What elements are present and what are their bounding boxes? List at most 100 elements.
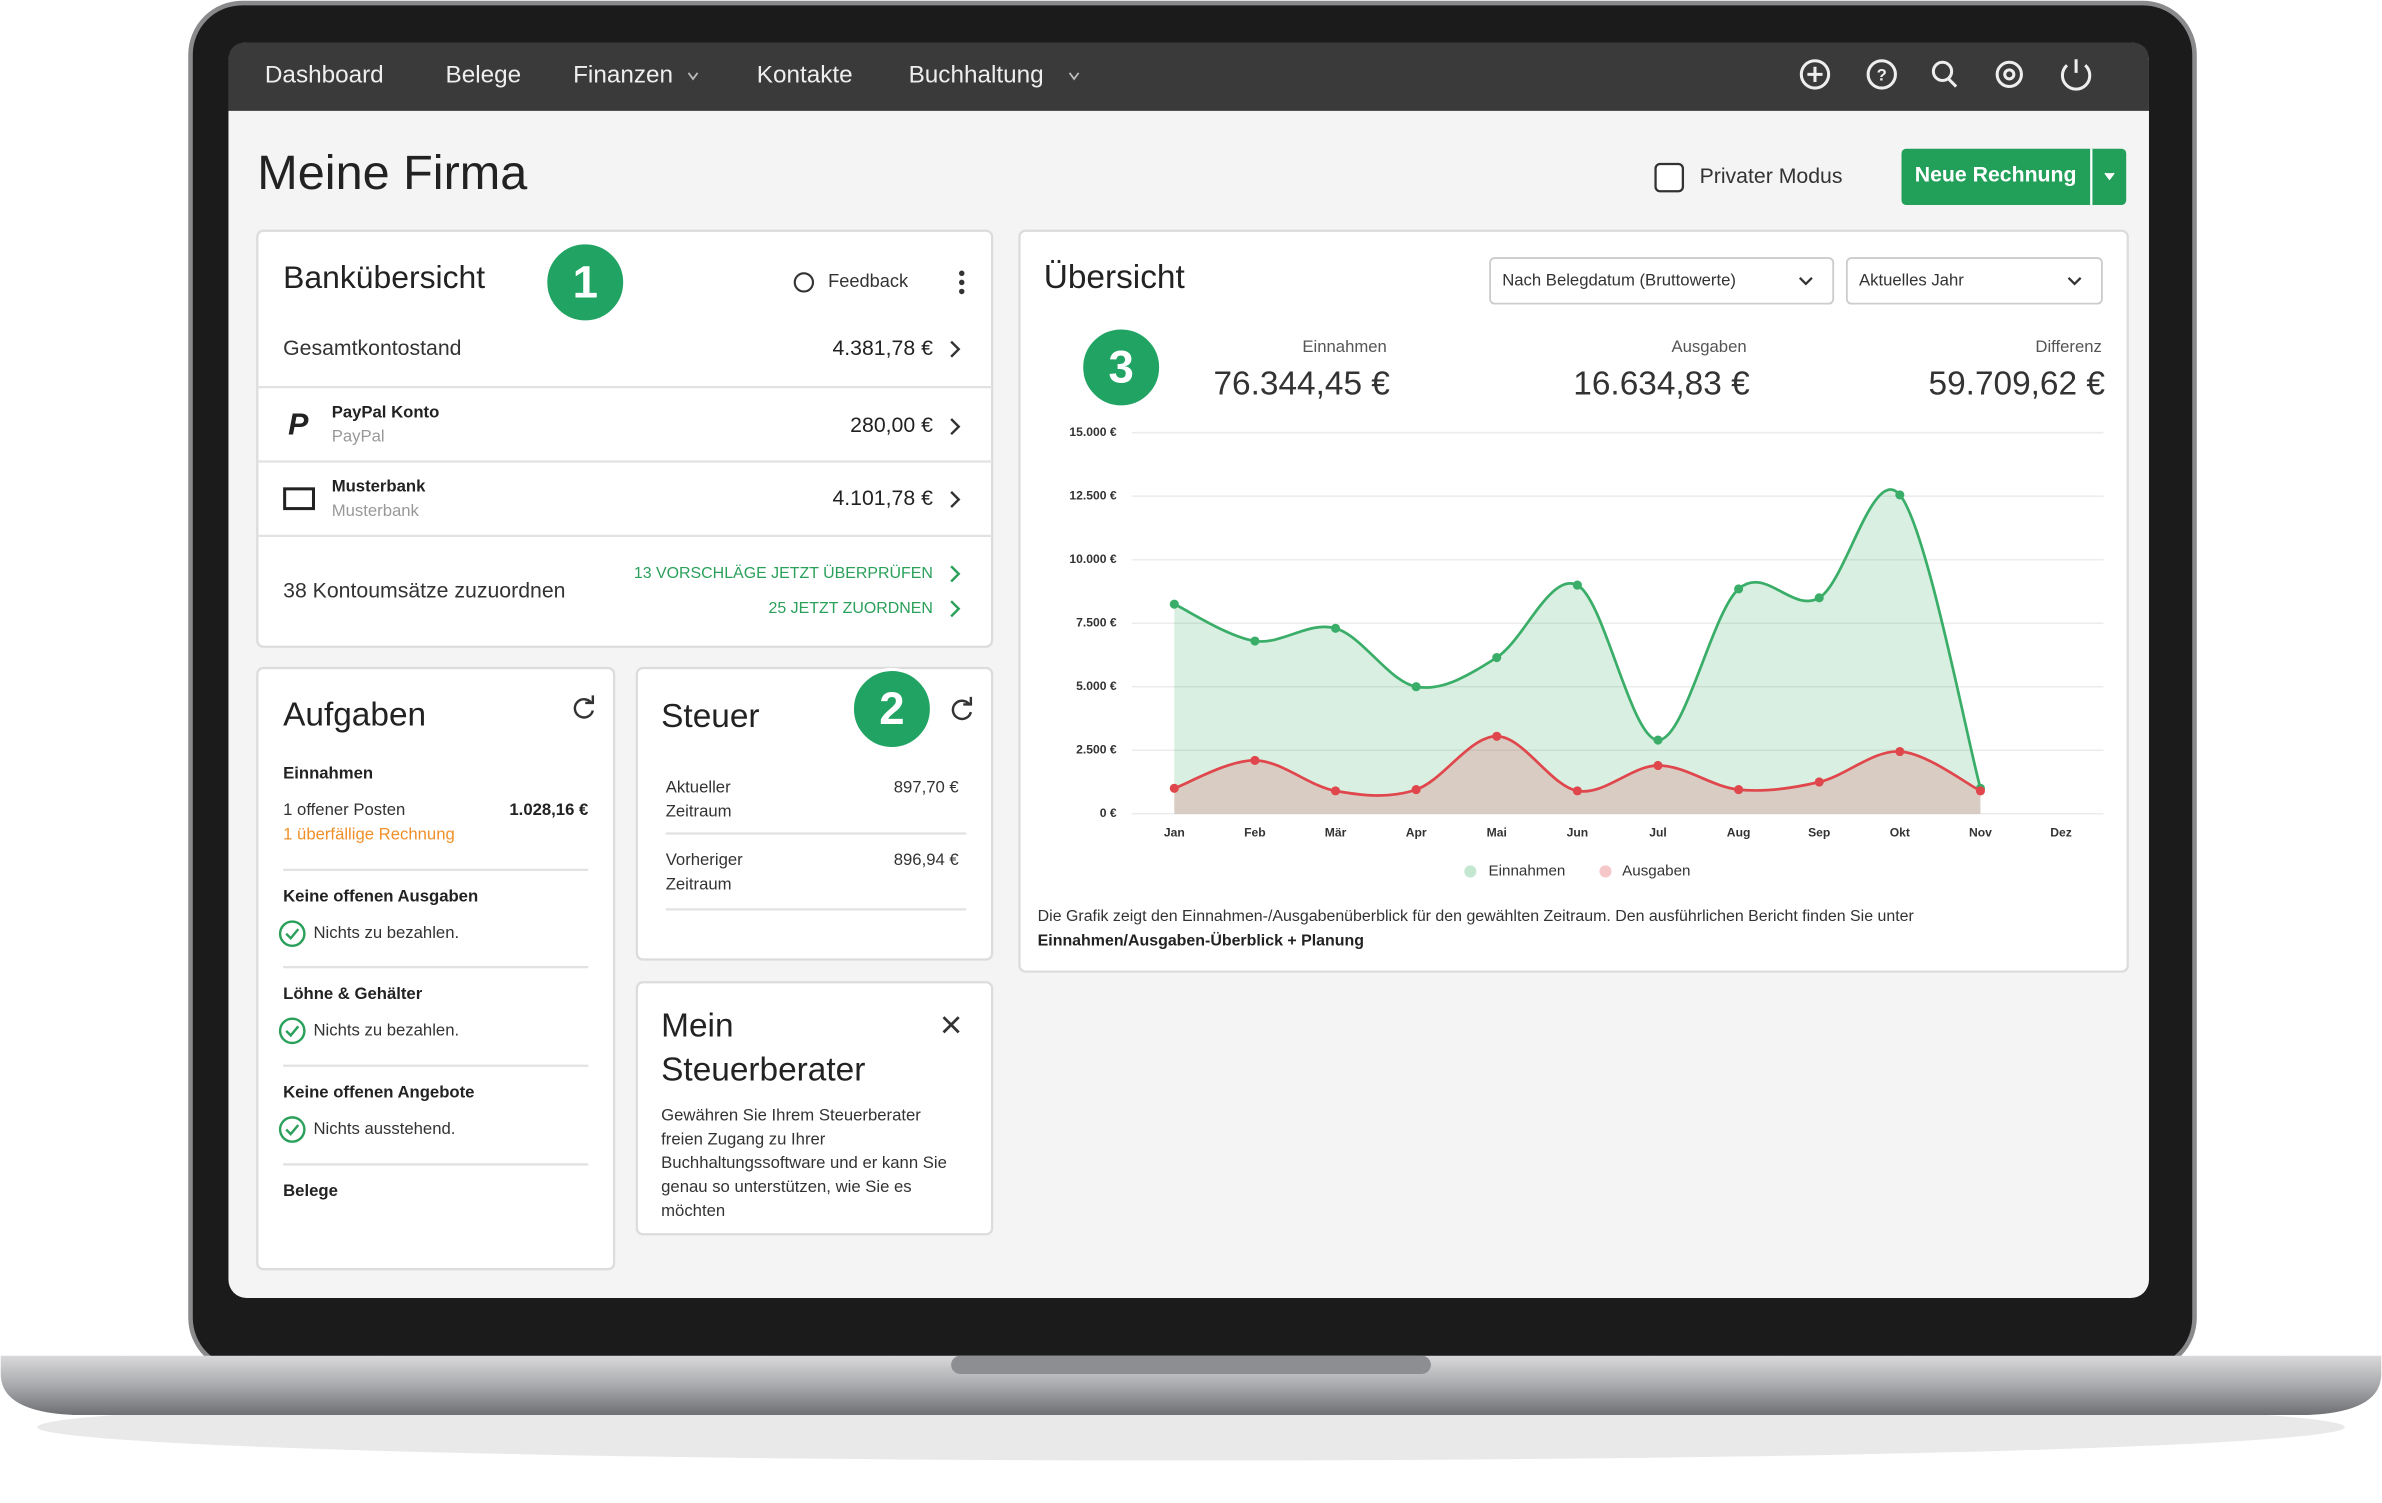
page-title: Meine Firma xyxy=(257,146,528,200)
check-mark xyxy=(285,1124,300,1136)
refresh-icon[interactable] xyxy=(573,695,595,719)
button-caret xyxy=(2104,172,2115,181)
card-title: Bankübersicht xyxy=(283,259,485,295)
kpi-value: 59.709,62 € xyxy=(1929,365,2106,402)
text: möchten xyxy=(661,1201,725,1220)
section-title: Löhne & Gehälter xyxy=(283,984,423,1003)
check-mark xyxy=(285,928,300,941)
nav-item[interactable]: Dashboard xyxy=(265,61,384,88)
amount: 1.028,16 € xyxy=(509,800,588,819)
amount: 896,94 € xyxy=(894,850,960,869)
checkbox-label: Privater Modus xyxy=(1700,164,1843,188)
legend-label[interactable]: Einnahmen xyxy=(1489,862,1566,879)
label: Aktueller xyxy=(666,777,731,796)
action-link[interactable]: 25 JETZT ZUORDNEN xyxy=(768,600,932,617)
action-link[interactable]: 13 VORSCHLÄGE JETZT ÜBERPRÜFEN xyxy=(634,564,933,582)
point xyxy=(1895,746,1905,757)
select[interactable] xyxy=(1489,257,1835,305)
y-tick-label: 12.500 € xyxy=(1069,488,1116,502)
text: Nichts zu bezahlen. xyxy=(313,1020,459,1039)
x-tick-label: Jun xyxy=(1567,826,1589,840)
x-tick-label: Mär xyxy=(1325,826,1347,840)
y-tick-label: 15.000 € xyxy=(1069,425,1116,439)
nav-item[interactable]: Finanzen xyxy=(573,61,673,88)
chevron xyxy=(950,565,961,583)
y-tick-label: 0 € xyxy=(1100,806,1117,820)
menu-dot xyxy=(959,279,965,286)
check-icon xyxy=(278,920,306,948)
select-value: Aktuelles Jahr xyxy=(1859,270,1964,289)
nav-item[interactable]: Kontakte xyxy=(757,61,853,88)
bank-icon xyxy=(283,487,316,511)
laptop-notch xyxy=(951,1355,1431,1374)
chevron xyxy=(950,418,961,436)
badge-number: 1 xyxy=(573,256,598,307)
checkbox[interactable] xyxy=(1654,162,1685,193)
bank-card xyxy=(256,229,994,648)
account-sub: Musterbank xyxy=(332,501,420,520)
point xyxy=(1330,786,1341,796)
point xyxy=(1250,636,1260,646)
area xyxy=(1174,736,1981,814)
point xyxy=(1169,783,1179,793)
card-title: Übersicht xyxy=(1044,259,1186,296)
kpi-label: Einnahmen xyxy=(1302,337,1386,356)
x-tick-label: Feb xyxy=(1244,826,1266,840)
badge-number: 2 xyxy=(879,683,904,734)
check-icon xyxy=(278,1017,306,1045)
feedback-icon xyxy=(793,272,815,293)
help-icon: ? xyxy=(1877,65,1887,84)
check-mark xyxy=(285,1025,300,1038)
x-tick-label: Jul xyxy=(1649,826,1667,840)
select[interactable] xyxy=(1845,257,2103,305)
report-link[interactable]: Einnahmen/Ausgaben-Überblick + Planung xyxy=(1038,930,1364,949)
button-label[interactable]: Neue Rechnung xyxy=(1915,163,2077,187)
kpi-label: Ausgaben xyxy=(1671,337,1746,356)
legend-swatch xyxy=(1599,865,1612,878)
section-title: Belege xyxy=(283,1181,338,1200)
x-tick-label: Aug xyxy=(1727,826,1751,840)
y-tick-label: 10.000 € xyxy=(1069,552,1116,566)
close-icon[interactable] xyxy=(942,1016,960,1034)
laptop-base xyxy=(0,1355,2382,1415)
account-name: PayPal Konto xyxy=(332,402,440,421)
legend-label[interactable]: Ausgaben xyxy=(1622,862,1690,879)
kpi-value: 16.634,83 € xyxy=(1573,365,1750,402)
account-name: Musterbank xyxy=(332,477,426,496)
kpi-value: 76.344,45 € xyxy=(1213,365,1390,402)
nav-bar xyxy=(228,42,2149,111)
nav-caret xyxy=(1068,72,1080,81)
x-tick-label: Jan xyxy=(1164,826,1185,840)
point xyxy=(1975,786,1986,796)
text: genau so unterstützen, wie Sie es xyxy=(661,1177,911,1196)
chevron xyxy=(950,340,961,358)
label: Zeitraum xyxy=(666,875,732,894)
label: Gesamtkontostand xyxy=(283,336,461,360)
badge xyxy=(1080,326,1163,409)
note: Die Grafik zeigt den Einnahmen-/Ausgaben… xyxy=(1038,908,1915,925)
point xyxy=(1653,735,1663,745)
label: Zeitraum xyxy=(666,802,732,821)
select-caret xyxy=(1798,277,1813,286)
warning-link[interactable]: 1 überfällige Rechnung xyxy=(283,824,455,843)
button[interactable] xyxy=(1901,148,2127,205)
point xyxy=(1814,593,1824,603)
section-title: Keine offenen Ausgaben xyxy=(283,887,478,906)
text: Buchhaltungssoftware und er kann Sie xyxy=(661,1153,947,1172)
nav-caret xyxy=(687,72,699,81)
point xyxy=(1250,755,1260,765)
text: Gewähren Sie Ihrem Steuerberater xyxy=(661,1105,921,1124)
nav-item[interactable]: Buchhaltung xyxy=(909,61,1044,88)
y-tick-label: 7.500 € xyxy=(1076,615,1117,629)
menu-dot xyxy=(959,270,965,277)
point xyxy=(1572,786,1582,796)
y-tick-label: 2.500 € xyxy=(1076,742,1117,756)
badge-number: 3 xyxy=(1108,341,1133,392)
overview-card xyxy=(1018,229,2129,973)
amount: 897,70 € xyxy=(894,777,960,796)
nav-item[interactable]: Belege xyxy=(446,61,522,88)
refresh-icon[interactable] xyxy=(951,696,973,721)
x-tick-label: Apr xyxy=(1406,826,1427,840)
feedback-link[interactable]: Feedback xyxy=(828,271,909,291)
